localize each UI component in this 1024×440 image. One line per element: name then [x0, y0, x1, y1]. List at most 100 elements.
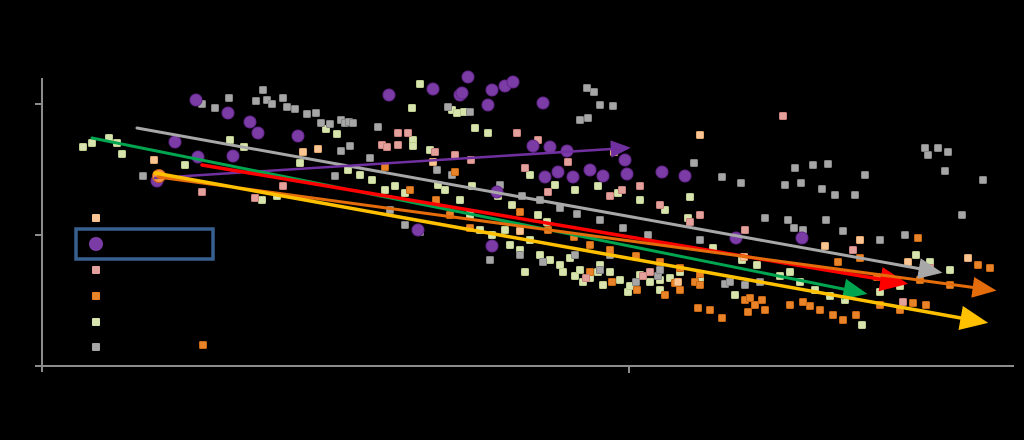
- scatter-point-pale-green: [571, 272, 579, 280]
- series-purple: [150, 70, 809, 253]
- scatter-point-purple: [543, 140, 557, 154]
- scatter-point-orange: [786, 301, 794, 309]
- scatter-point-pale-green: [181, 161, 189, 169]
- scatter-point-orange: [839, 316, 847, 324]
- scatter-point-pink: [383, 143, 391, 151]
- scatter-point-gray: [596, 266, 604, 274]
- scatter-point-pale-green: [471, 124, 479, 132]
- series-pale-green: [79, 80, 954, 329]
- scatter-point-pale-green: [636, 196, 644, 204]
- scatter-point-peach: [964, 254, 972, 262]
- trendlines: [90, 126, 997, 331]
- scatter-point-gray: [279, 94, 287, 102]
- scatter-point-orange: [922, 301, 930, 309]
- scatter-point-gray: [326, 120, 334, 128]
- scatter-point-orange: [516, 208, 524, 216]
- scatter-point-orange: [806, 302, 814, 310]
- scatter-point-gray: [401, 221, 409, 229]
- scatter-point-pale-green: [391, 182, 399, 190]
- scatter-point-gray: [466, 108, 474, 116]
- series-orange: [199, 163, 994, 349]
- scatter-point-peach: [150, 156, 158, 164]
- scatter-point-pale-green: [606, 268, 614, 276]
- scatter-point-orange: [909, 299, 917, 307]
- scatter-point-gray: [516, 251, 524, 259]
- scatter-point-gray: [851, 191, 859, 199]
- scatter-point-orange: [914, 234, 922, 242]
- scatter-point-gray: [941, 167, 949, 175]
- scatter-point-purple: [536, 96, 550, 110]
- scatter-point-pink: [279, 182, 287, 190]
- scatter-point-peach: [314, 145, 322, 153]
- scatter-point-gray: [934, 144, 942, 152]
- scatter-point-gray: [901, 231, 909, 239]
- scatter-point-pink: [521, 164, 529, 172]
- scatter-point-pale-green: [381, 186, 389, 194]
- scatter-point-purple: [526, 139, 540, 153]
- scatter-point-gray: [573, 210, 581, 218]
- scatter-points: [79, 70, 994, 349]
- scatter-point-pink: [899, 298, 907, 306]
- scatter-point-orange: [451, 168, 459, 176]
- scatter-point-pale-green: [536, 251, 544, 259]
- scatter-point-gray: [349, 119, 357, 127]
- scatter-point-purple: [678, 169, 692, 183]
- scatter-point-gray: [781, 181, 789, 189]
- scatter-point-orange: [834, 258, 842, 266]
- scatter-point-gray: [921, 144, 929, 152]
- scatter-point-gray: [718, 173, 726, 181]
- scatter-point-pale-green: [416, 80, 424, 88]
- scatter-point-pink: [404, 129, 412, 137]
- scatter-point-gray: [590, 88, 598, 96]
- scatter-point-pale-green: [368, 176, 376, 184]
- scatter-point-pale-green: [686, 193, 694, 201]
- scatter-point-orange: [586, 241, 594, 249]
- scatter-point-pale-green: [356, 171, 364, 179]
- scatter-point-pale-green: [296, 159, 304, 167]
- green-trend: [90, 136, 868, 300]
- scatter-point-peach: [516, 227, 524, 235]
- scatter-point-gray: [433, 166, 441, 174]
- scatter-point-pale-green: [118, 150, 126, 158]
- scatter-point-pink: [686, 218, 694, 226]
- scatter-point-purple: [485, 83, 499, 97]
- scatter-point-pink: [656, 201, 664, 209]
- scatter-point-gray: [737, 179, 745, 187]
- scatter-point-pale-green: [786, 268, 794, 276]
- scatter-point-gray: [861, 171, 869, 179]
- scatter-point-gray: [784, 216, 792, 224]
- scatter-point-gray: [444, 103, 452, 111]
- scatter-point-gray: [632, 278, 640, 286]
- scatter-point-purple: [291, 129, 305, 143]
- scatter-point-gray: [252, 97, 260, 105]
- scatter-point-orange: [758, 296, 766, 304]
- scatter-point-gray: [225, 94, 233, 102]
- scatter-point-purple: [382, 88, 396, 102]
- scatter-point-gray: [791, 164, 799, 172]
- legend-marker-orange: [92, 292, 100, 300]
- scatter-point-pink: [636, 182, 644, 190]
- scatter-point-pale-green: [646, 278, 654, 286]
- scatter-point-pink: [639, 272, 647, 280]
- scatter-point-orange: [633, 286, 641, 294]
- scatter-point-gray: [818, 185, 826, 193]
- scatter-point-purple: [583, 163, 597, 177]
- legend-marker-purple: [89, 237, 103, 251]
- scatter-point-pink: [606, 192, 614, 200]
- scatter-point-pale-green: [521, 268, 529, 276]
- scatter-point-purple: [221, 106, 235, 120]
- scatter-point-pink: [646, 268, 654, 276]
- scatter-point-gray: [303, 110, 311, 118]
- purple-trend: [153, 140, 631, 180]
- scatter-point-gray: [831, 191, 839, 199]
- scatter-point-pink: [779, 112, 787, 120]
- scatter-point-gray: [366, 154, 374, 162]
- scatter-point-orange: [751, 301, 759, 309]
- legend-marker-peach: [92, 214, 100, 222]
- scatter-point-pale-green: [616, 276, 624, 284]
- scatter-point-pink: [741, 226, 749, 234]
- scatter-point-pink: [431, 148, 439, 156]
- scatter-point-pink: [251, 194, 259, 202]
- scatter-point-peach: [299, 148, 307, 156]
